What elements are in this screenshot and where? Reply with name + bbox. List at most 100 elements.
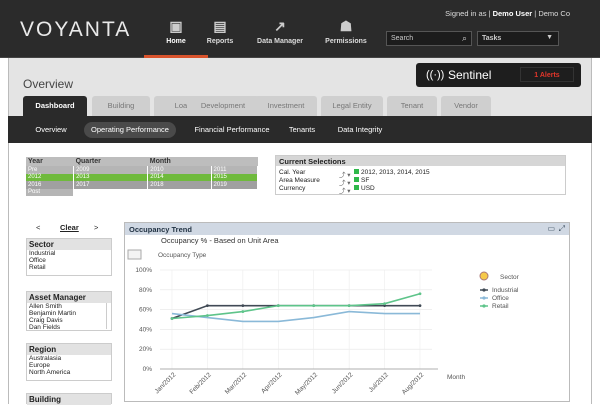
tasks-dropdown[interactable]: Tasks ▼ [477, 31, 559, 46]
search-icon[interactable]: ⌕ [461, 33, 467, 43]
nav-home-label: Home [166, 38, 186, 45]
selection-value: 2012, 2013, 2014, 2015 [354, 169, 430, 176]
period-cell[interactable]: 2009 [73, 166, 149, 174]
expand-icon[interactable]: ⤢ [558, 224, 565, 233]
subtab-data-integrity[interactable]: Data Integrity [337, 125, 383, 134]
print-icon[interactable]: ▭ [547, 224, 555, 233]
current-selections-title: Current Selections [276, 156, 565, 166]
occupancy-trend-panel: Occupancy Trend ▭ ⤢ [124, 222, 570, 402]
selection-label: Area Measure [279, 177, 320, 184]
tab-investment[interactable]: Investment [255, 96, 317, 116]
building-filter: Building [26, 393, 112, 405]
period-row[interactable]: Post [26, 188, 259, 196]
nav-permissions-label: Permissions [325, 38, 367, 45]
subtab-financial-performance[interactable]: Financial Performance [194, 125, 270, 134]
current-selections: Current Selections Cal. Year ⤴ ▾ 2012, 2… [275, 155, 566, 195]
selection-controls-icon[interactable]: ⤴ ▾ [339, 188, 351, 195]
voyanta-logo[interactable]: VOYANTA [20, 18, 132, 41]
period-cell[interactable]: 2016 [26, 181, 75, 189]
asset-manager-filter: Asset Manager Allen Smith Benjamin Marti… [26, 291, 112, 331]
search-input[interactable]: Search ⌕ [386, 31, 472, 46]
sentinel-panel[interactable]: ((·)) Sentinel 1 Alerts [416, 63, 581, 87]
period-cell[interactable]: Post [26, 188, 75, 196]
tab-development[interactable]: Development [187, 96, 259, 116]
period-cell[interactable]: 2013 [73, 173, 149, 181]
list-item[interactable]: Europe [29, 362, 50, 369]
period-cell[interactable]: 2017 [73, 181, 149, 189]
tab-dashboard[interactable]: Dashboard [23, 96, 87, 116]
subtab-tenants[interactable]: Tenants [288, 125, 316, 134]
selection-value: USD [354, 185, 375, 192]
nav-data-manager[interactable]: ↗ Data Manager [248, 18, 312, 58]
user-name[interactable]: Demo User [492, 9, 533, 18]
period-row[interactable]: 2012 2013 2014 2015 [26, 173, 259, 181]
top-bar: VOYANTA Signed in as | Demo User | Demo … [0, 0, 600, 58]
period-cell[interactable]: 2015 [211, 173, 259, 181]
list-item[interactable]: Allen Smith [29, 303, 62, 310]
period-row[interactable]: Pre 2009 2010 2011 [26, 166, 259, 174]
chart-line-icon: ↗ [274, 18, 286, 34]
quarter-header[interactable]: Quarter [73, 157, 148, 166]
selected-indicator-icon [354, 169, 359, 174]
region-filter: Region Australasia Europe North America [26, 343, 112, 381]
sentinel-label: Sentinel [448, 68, 492, 82]
period-selector: Year Quarter Month Pre 2009 2010 2011 20… [26, 157, 259, 196]
next-arrow-icon[interactable]: > [94, 223, 99, 232]
tab-tenant[interactable]: Tenant [387, 96, 437, 116]
period-cell[interactable]: Pre [26, 166, 75, 174]
period-cell[interactable]: 2010 [147, 166, 212, 174]
alerts-badge[interactable]: 1 Alerts [520, 67, 574, 82]
nav-permissions[interactable]: ☗ Permissions [314, 18, 378, 58]
page-title: Overview [23, 77, 74, 91]
occupancy-panel-title: Occupancy Trend [125, 223, 569, 235]
nav-reports[interactable]: ▤ Reports [188, 18, 252, 58]
period-cell[interactable]: 2019 [211, 181, 259, 189]
selection-label: Cal. Year [279, 169, 306, 176]
list-item[interactable]: Australasia [29, 355, 62, 362]
wireless-signal-icon: ((·)) [426, 69, 445, 81]
selected-indicator-icon [354, 177, 359, 182]
nav-data-manager-label: Data Manager [257, 38, 303, 45]
list-item[interactable]: Retail [29, 264, 46, 271]
briefcase-icon: ▣ [169, 18, 183, 34]
tab-legal-entity[interactable]: Legal Entity [321, 96, 383, 116]
prev-arrow-icon[interactable]: < [36, 223, 41, 232]
selected-indicator-icon [354, 185, 359, 190]
selection-value: SF [354, 177, 369, 184]
period-cell[interactable]: 2012 [26, 173, 75, 181]
period-cell[interactable]: 2011 [211, 166, 259, 174]
list-item[interactable]: Benjamin Martin [29, 310, 76, 317]
list-item[interactable]: Office [29, 257, 46, 264]
subtab-overview[interactable]: Overview [35, 125, 67, 134]
sector-filter: Sector Industrial Office Retail [26, 238, 112, 276]
list-item[interactable]: North America [29, 369, 71, 376]
period-row[interactable]: 2016 2017 2018 2019 [26, 181, 259, 189]
search-label: Search [391, 35, 414, 42]
region-filter-title: Region [27, 344, 111, 355]
chevron-down-icon: ▼ [546, 34, 553, 41]
period-cell[interactable]: 2014 [147, 173, 212, 181]
selection-controls-icon[interactable]: ⤴ ▾ [339, 172, 351, 179]
users-icon: ☗ [339, 18, 353, 34]
scrollbar[interactable] [106, 303, 110, 329]
nav-home[interactable]: ▣ Home [144, 18, 208, 58]
building-filter-title: Building [27, 394, 111, 405]
selection-controls-icon[interactable]: ⤴ ▾ [339, 180, 351, 187]
list-item[interactable]: Industrial [29, 250, 56, 257]
list-item[interactable]: Craig Davis [29, 317, 63, 324]
year-header[interactable]: Year [26, 157, 74, 166]
company-name[interactable]: | Demo Co [534, 9, 570, 18]
module-tabs: Dashboard Building Loan Development Inve… [8, 94, 592, 116]
list-item[interactable]: Dan Fields [29, 324, 61, 331]
asset-manager-filter-title: Asset Manager [27, 292, 111, 303]
period-cell[interactable]: 2018 [147, 181, 212, 189]
signed-in-prefix: Signed in as | [445, 9, 491, 18]
report-icon: ▤ [213, 18, 227, 34]
tab-building[interactable]: Building [92, 96, 150, 116]
tab-vendor[interactable]: Vendor [441, 96, 491, 116]
month-header[interactable]: Month [147, 157, 212, 166]
nav-reports-label: Reports [206, 38, 234, 45]
filter-controls: < Clear > [26, 222, 112, 234]
subtab-operating-performance[interactable]: Operating Performance [84, 122, 176, 138]
clear-button[interactable]: Clear [60, 223, 79, 232]
